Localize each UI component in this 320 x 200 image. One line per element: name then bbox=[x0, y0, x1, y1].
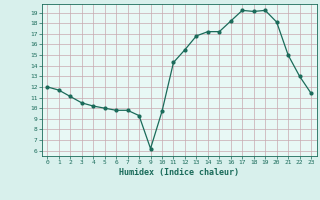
X-axis label: Humidex (Indice chaleur): Humidex (Indice chaleur) bbox=[119, 168, 239, 177]
